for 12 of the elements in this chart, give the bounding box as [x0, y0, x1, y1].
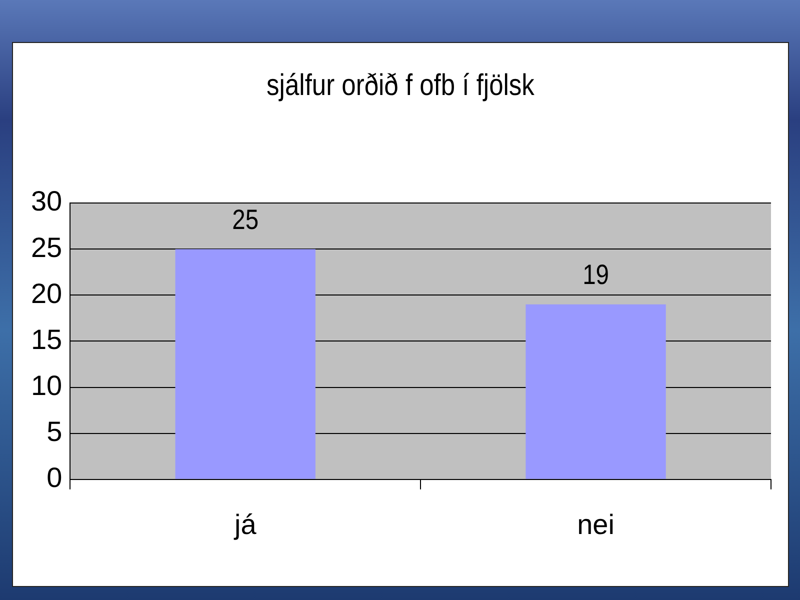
y-tick-label: 25	[30, 232, 62, 263]
x-tick-label: já	[233, 508, 257, 540]
x-tick-label: nei	[577, 508, 614, 540]
data-label: 19	[582, 258, 610, 291]
y-tick-label: 30	[30, 186, 62, 217]
chart-title: sjálfur orðið f ofb í fjölsk	[266, 69, 536, 103]
y-tick-label: 15	[30, 324, 62, 355]
y-tick-label: 5	[46, 416, 62, 448]
y-tick-label: 0	[46, 462, 62, 494]
y-tick-label: 20	[30, 278, 62, 309]
data-label: 25	[232, 202, 259, 236]
y-tick-label: 10	[30, 370, 62, 401]
